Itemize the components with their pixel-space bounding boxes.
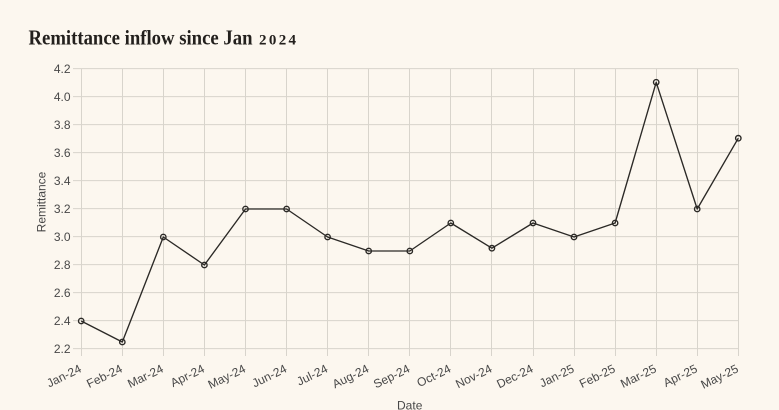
svg-text:3.4: 3.4: [54, 174, 71, 188]
svg-text:2.4: 2.4: [54, 314, 71, 328]
svg-text:2.8: 2.8: [54, 258, 71, 272]
svg-text:2024: 2024: [259, 33, 298, 49]
svg-text:Remittance inflow since Jan: Remittance inflow since Jan: [29, 26, 253, 50]
svg-text:4.2: 4.2: [54, 62, 71, 76]
svg-text:2.6: 2.6: [54, 286, 71, 300]
svg-text:4.0: 4.0: [54, 90, 71, 104]
svg-text:Date: Date: [397, 398, 423, 410]
svg-text:2.2: 2.2: [54, 342, 71, 356]
svg-text:3.8: 3.8: [54, 118, 71, 132]
svg-text:3.0: 3.0: [54, 230, 71, 244]
svg-text:3.2: 3.2: [54, 202, 71, 216]
svg-text:3.6: 3.6: [54, 146, 71, 160]
svg-text:Remittance: Remittance: [35, 171, 49, 232]
